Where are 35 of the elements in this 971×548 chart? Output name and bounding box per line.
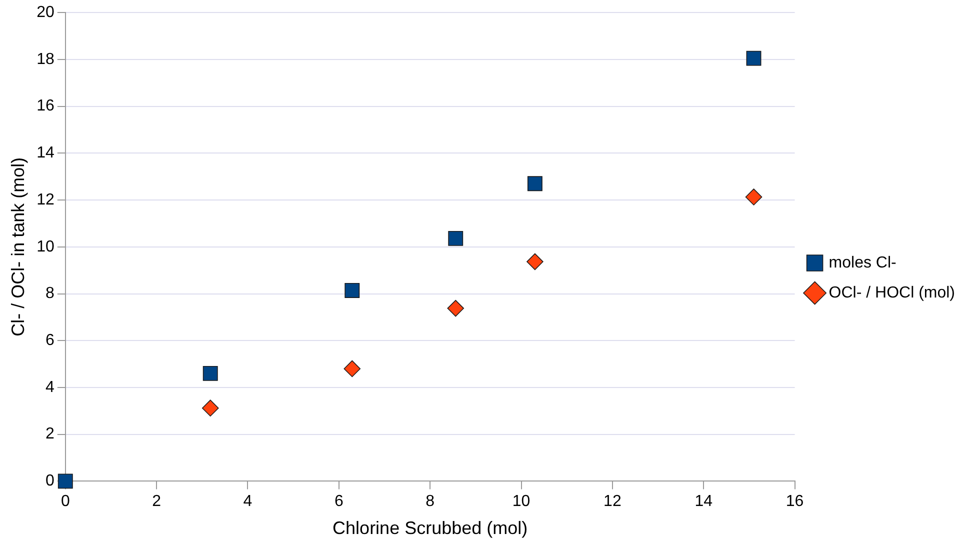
y-tick-label: 4 xyxy=(45,378,54,396)
point xyxy=(448,230,464,246)
y-tick-label: 6 xyxy=(45,332,54,350)
x-tick-label: 10 xyxy=(512,493,530,510)
point xyxy=(344,360,361,378)
legend-label: OCl- / HOCl (mol) xyxy=(828,284,956,302)
x-axis-title: Chlorine Scrubbed (mol) xyxy=(332,518,528,538)
x-tick-label: 16 xyxy=(786,493,804,510)
y-axis-title: Cl- / OCl- in tank (mol) xyxy=(8,157,28,336)
y-tick-label: 2 xyxy=(45,426,54,443)
point xyxy=(344,283,360,298)
point xyxy=(745,188,762,206)
y-tick-label: 14 xyxy=(36,144,54,162)
y-tick-label: 20 xyxy=(36,4,54,22)
y-tick-label: 16 xyxy=(36,98,54,115)
x-tick-label: 4 xyxy=(243,493,252,510)
point xyxy=(526,253,544,270)
point xyxy=(746,50,762,66)
point xyxy=(447,300,464,317)
x-tick-label: 0 xyxy=(60,493,70,510)
legend-label: moles Cl- xyxy=(828,254,896,272)
x-tick-label: 6 xyxy=(334,493,344,510)
point xyxy=(527,176,542,192)
x-tick-label: 2 xyxy=(152,493,162,510)
x-tick-label: 8 xyxy=(426,493,435,510)
x-tick-label: 14 xyxy=(694,493,713,510)
y-tick-label: 10 xyxy=(36,238,54,256)
point xyxy=(202,400,219,416)
y-tick-label: 8 xyxy=(45,285,54,302)
x-tick-label: 12 xyxy=(604,493,622,510)
y-tick-label: 0 xyxy=(45,472,54,490)
point xyxy=(58,474,73,489)
y-tick-label: 12 xyxy=(36,191,54,208)
y-tick-label: 18 xyxy=(36,50,54,68)
point xyxy=(202,366,218,381)
